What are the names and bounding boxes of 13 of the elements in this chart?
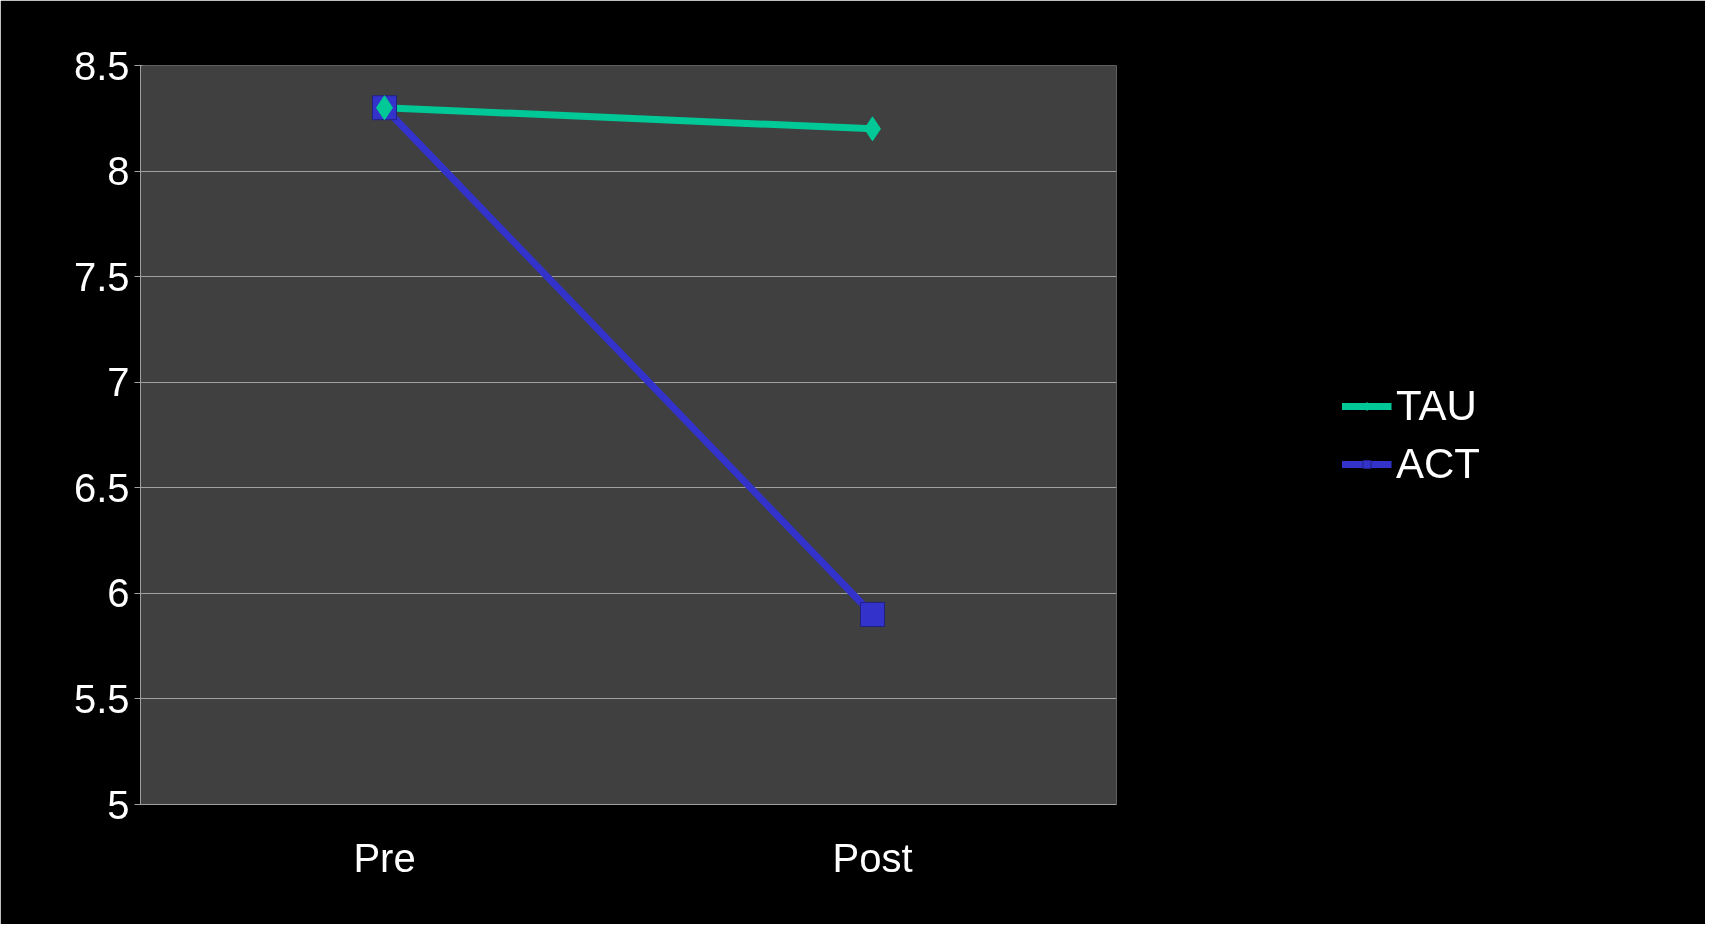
legend-label: ACT [1396, 439, 1480, 488]
y-tick-label: 8 [107, 149, 130, 194]
y-tick-label: 5.5 [73, 676, 130, 721]
legend-label: TAU [1396, 381, 1477, 430]
y-tick-label: 8.5 [73, 43, 130, 88]
point [860, 601, 885, 627]
x-tick-label: Post [832, 835, 913, 880]
y-tick-label: 5 [107, 782, 130, 827]
y-tick-label: 7 [107, 360, 130, 405]
y-tick-label: 6 [107, 571, 130, 616]
x-tick-label: Pre [353, 835, 416, 880]
y-tick-label: 6.5 [73, 465, 130, 510]
y-tick-label: 7.5 [73, 254, 130, 299]
